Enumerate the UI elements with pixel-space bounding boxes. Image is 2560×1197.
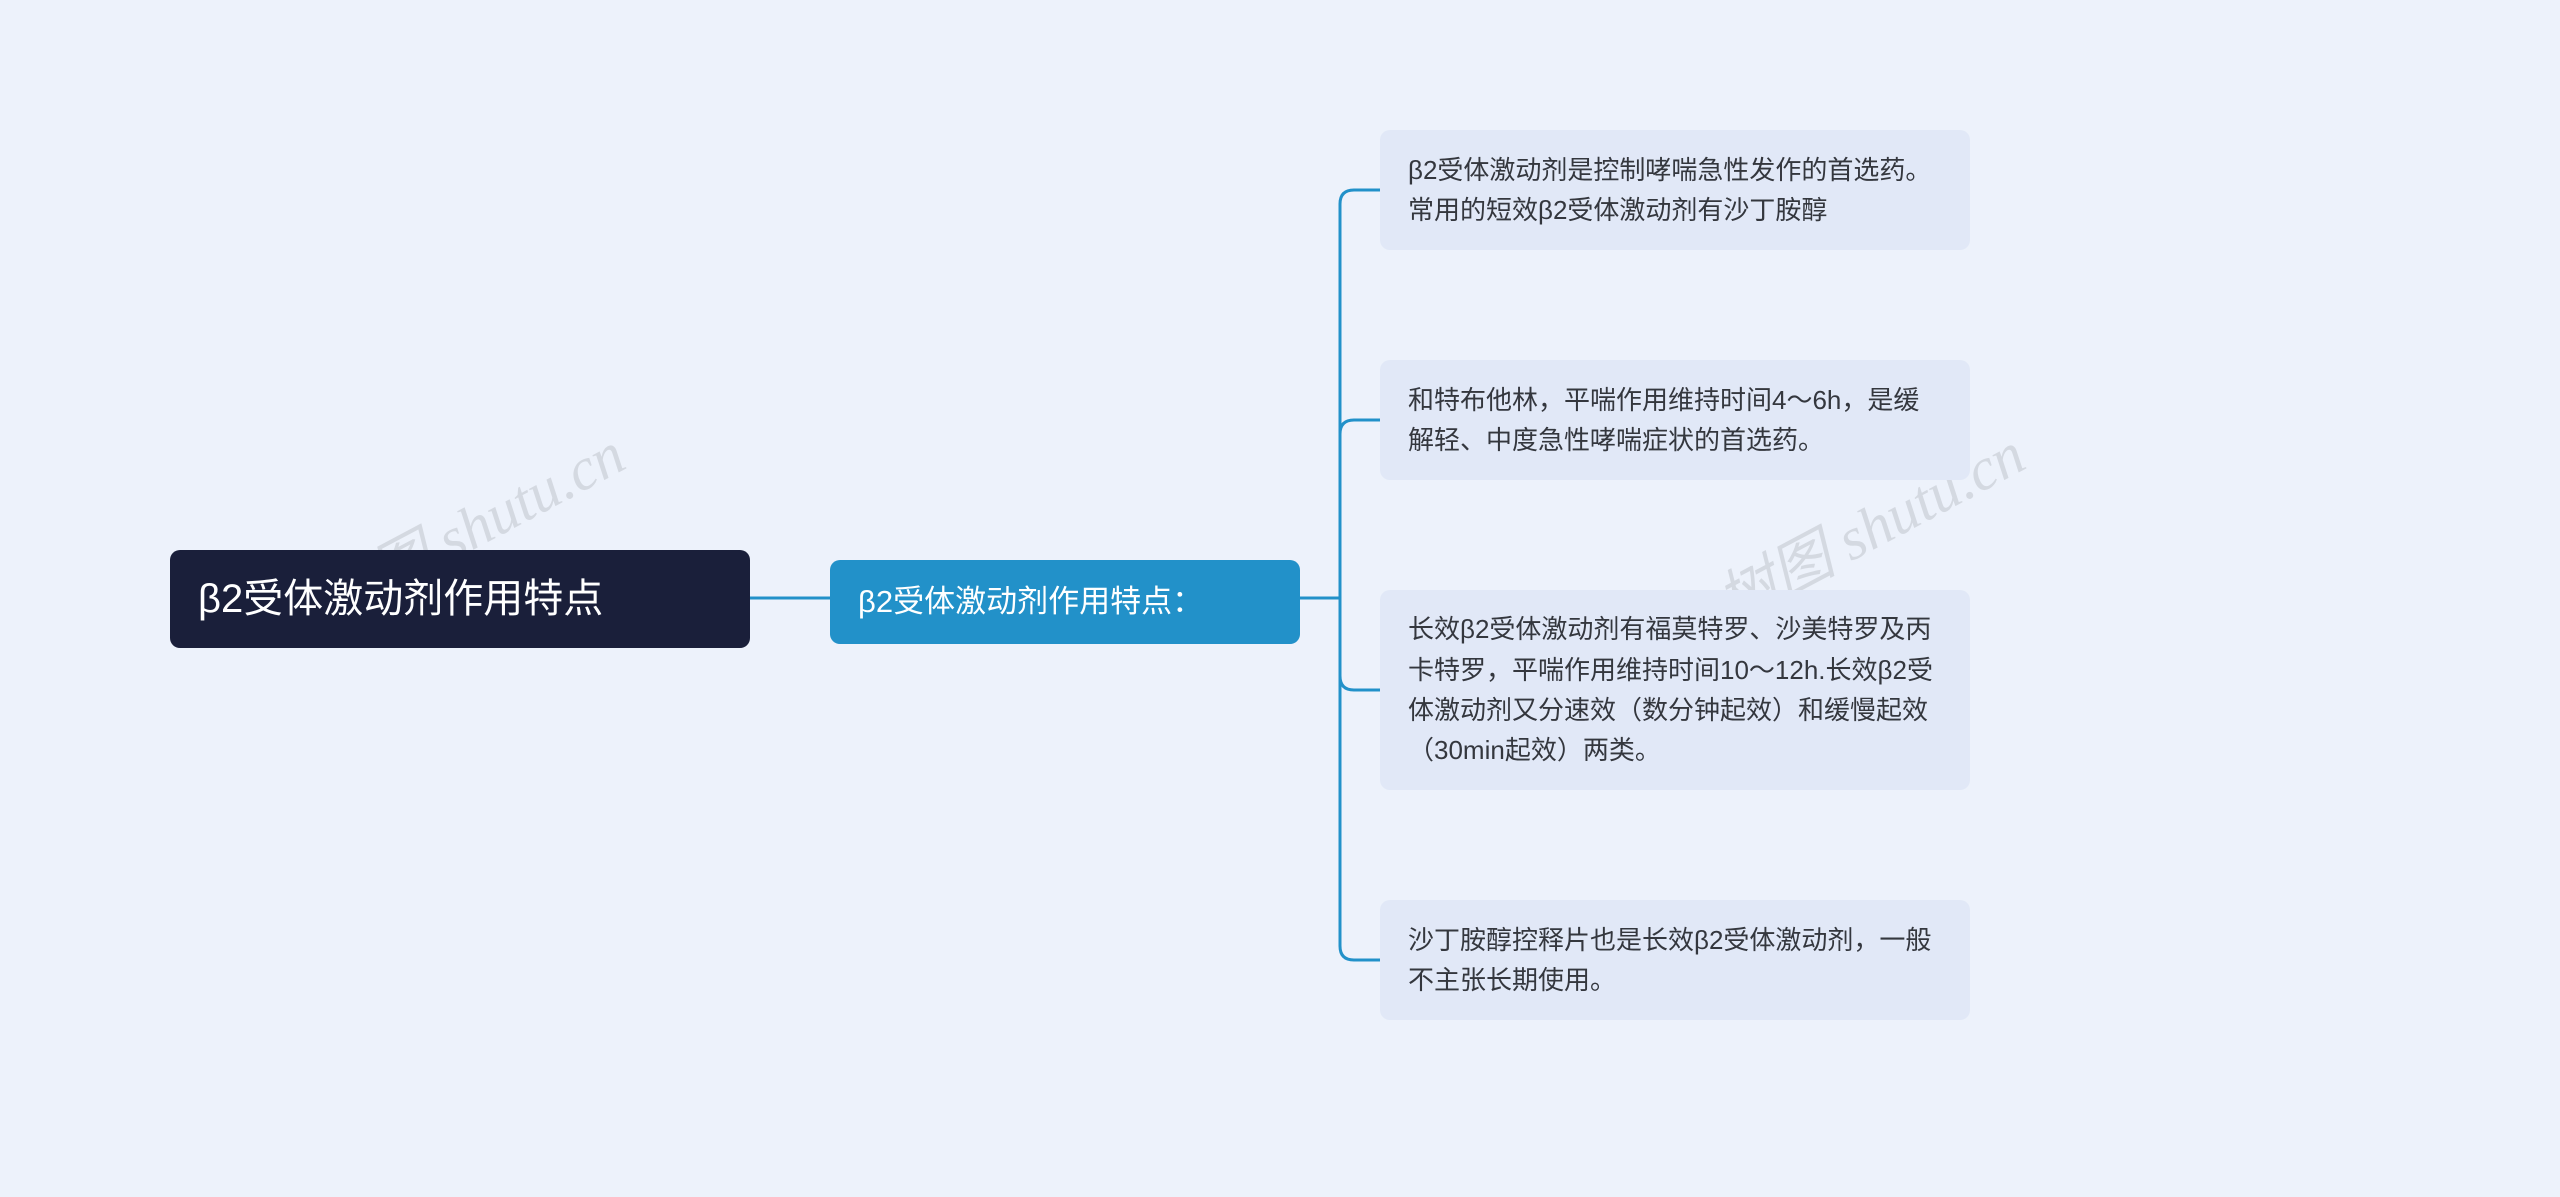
leaf-label: 沙丁胺醇控释片也是长效β2受体激动剂，一般不主张长期使用。 [1408, 920, 1942, 1001]
branch-label: β2受体激动剂作用特点： [858, 578, 1203, 626]
leaf-node: β2受体激动剂是控制哮喘急性发作的首选药。常用的短效β2受体激动剂有沙丁胺醇 [1380, 130, 1970, 250]
mindmap-canvas: 树图 shutu.cn 树图 shutu.cn β2受体激动剂作用特点 β2受体… [0, 0, 2560, 1197]
leaf-node: 和特布他林，平喘作用维持时间4～6h，是缓解轻、中度急性哮喘症状的首选药。 [1380, 360, 1970, 480]
root-node: β2受体激动剂作用特点 [170, 550, 750, 648]
branch-node: β2受体激动剂作用特点： [830, 560, 1300, 644]
root-label: β2受体激动剂作用特点 [198, 568, 603, 630]
leaf-label: 和特布他林，平喘作用维持时间4～6h，是缓解轻、中度急性哮喘症状的首选药。 [1408, 380, 1942, 461]
leaf-label: β2受体激动剂是控制哮喘急性发作的首选药。常用的短效β2受体激动剂有沙丁胺醇 [1408, 150, 1942, 231]
leaf-label: 长效β2受体激动剂有福莫特罗、沙美特罗及丙卡特罗，平喘作用维持时间10～12h.… [1408, 609, 1942, 770]
leaf-node: 沙丁胺醇控释片也是长效β2受体激动剂，一般不主张长期使用。 [1380, 900, 1970, 1020]
leaf-node: 长效β2受体激动剂有福莫特罗、沙美特罗及丙卡特罗，平喘作用维持时间10～12h.… [1380, 590, 1970, 790]
